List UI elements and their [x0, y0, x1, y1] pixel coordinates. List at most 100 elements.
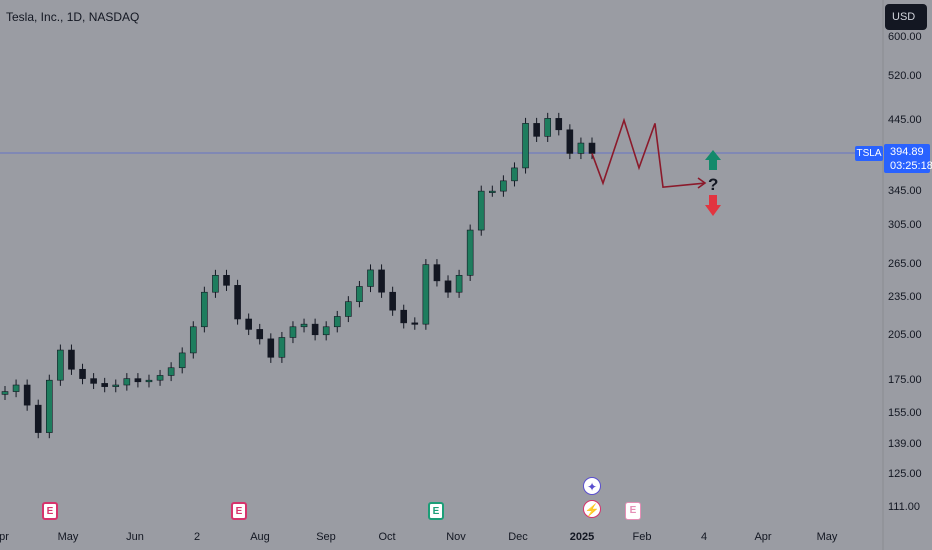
candle-body: [167, 367, 175, 376]
currency-button[interactable]: USD: [885, 4, 927, 30]
candle-body: [400, 309, 408, 324]
candle-body: [378, 269, 385, 293]
ticker-tag: TSLA: [855, 146, 883, 161]
price-tag: 394.89 03:25:18: [884, 144, 932, 173]
candle-body: [500, 180, 507, 192]
candle-body: [311, 323, 319, 336]
candle-body: [444, 280, 452, 293]
candle-body: [234, 285, 241, 320]
candle-body: [223, 275, 230, 286]
candle-body: [156, 375, 164, 381]
y-tick-label: 139.00: [888, 438, 922, 450]
candle-body: [178, 352, 186, 369]
candle-body: [367, 269, 374, 287]
x-tick-label: 2: [193, 531, 201, 543]
candle-body: [566, 129, 574, 154]
y-tick-label: 445.00: [888, 114, 922, 126]
candle-body: [533, 123, 540, 137]
bearish-arrow-icon: [705, 195, 721, 216]
candle-body: [455, 275, 463, 293]
y-tick-label: 155.00: [888, 407, 922, 419]
earnings-event-icon[interactable]: E: [42, 502, 58, 520]
x-tick-label: Apr: [754, 531, 772, 543]
x-tick-label: Aug: [250, 531, 270, 543]
y-tick-label: 345.00: [888, 185, 922, 197]
x-tick-label: Sep: [316, 531, 336, 543]
candle-body: [46, 379, 53, 433]
bar-countdown: 03:25:18: [890, 160, 932, 172]
bullish-arrow-icon: [705, 150, 721, 170]
candle-body: [411, 322, 419, 325]
price-value: 394.89: [890, 146, 924, 158]
earnings-event-icon[interactable]: E: [231, 502, 247, 520]
x-tick-label: 4: [700, 531, 708, 543]
x-tick-label: Oct: [378, 531, 396, 543]
candle-body: [511, 167, 518, 182]
x-tick-label: Dec: [508, 531, 528, 543]
x-tick-label: May: [816, 531, 838, 543]
x-tick-label: pr: [0, 531, 9, 543]
y-tick-label: 235.00: [888, 291, 922, 303]
y-tick-label: 520.00: [888, 70, 922, 82]
candle-body: [23, 384, 31, 406]
earnings-event-icon[interactable]: E: [428, 502, 444, 520]
candle-body: [289, 326, 297, 338]
candle-body: [189, 326, 197, 354]
candle-body: [112, 384, 120, 387]
candle-body: [145, 379, 153, 383]
candle-body: [57, 349, 64, 381]
candle-body: [68, 349, 75, 370]
candle-body: [466, 229, 474, 276]
y-tick-label: 600.00: [888, 31, 922, 43]
candle-body: [201, 291, 208, 328]
y-tick-label: 205.00: [888, 329, 922, 341]
y-tick-label: 125.00: [888, 468, 922, 480]
candle-body: [544, 118, 551, 137]
dividend-event-icon[interactable]: ✦: [583, 477, 601, 495]
candlestick-series: [1, 112, 596, 439]
candle-body: [555, 118, 563, 131]
candle-body: [345, 301, 352, 317]
candle-body: [123, 378, 131, 386]
candle-body: [477, 190, 485, 231]
candle-body: [12, 384, 20, 392]
candle-body: [79, 368, 86, 379]
x-tick-label: Nov: [446, 531, 466, 543]
earnings-event-icon[interactable]: E: [625, 502, 641, 520]
candle-body: [101, 383, 108, 387]
x-tick-label: May: [57, 531, 79, 543]
candle-body: [389, 291, 396, 311]
candle-body: [1, 391, 9, 395]
candle-body: [278, 337, 286, 358]
y-tick-label: 111.00: [888, 501, 921, 513]
candle-body: [267, 338, 275, 358]
candle-body: [322, 326, 330, 336]
candle-body: [489, 190, 496, 193]
candle-body: [588, 142, 596, 154]
y-tick-label: 175.00: [888, 374, 922, 386]
candle-body: [134, 378, 142, 383]
x-tick-label: 2025: [569, 531, 595, 543]
candle-body: [256, 329, 264, 340]
question-mark: ?: [708, 175, 718, 194]
candle-body: [212, 275, 219, 293]
candle-body: [245, 318, 252, 330]
split-event-icon[interactable]: ⚡: [583, 500, 601, 518]
candle-body: [300, 323, 308, 328]
candle-body: [333, 316, 341, 328]
candle-body: [577, 142, 585, 154]
candle-body: [34, 404, 42, 433]
x-tick-label: Feb: [632, 531, 652, 543]
projection-arrowhead: [697, 177, 707, 189]
y-tick-label: 265.00: [888, 258, 922, 270]
projection-line: [591, 117, 705, 189]
candle-body: [422, 264, 430, 325]
candle-body: [356, 286, 363, 302]
chart-title: Tesla, Inc., 1D, NASDAQ: [6, 10, 140, 24]
x-tick-label: Jun: [126, 531, 144, 543]
y-tick-label: 305.00: [888, 219, 922, 231]
candle-body: [433, 264, 441, 282]
candle-body: [90, 378, 97, 384]
